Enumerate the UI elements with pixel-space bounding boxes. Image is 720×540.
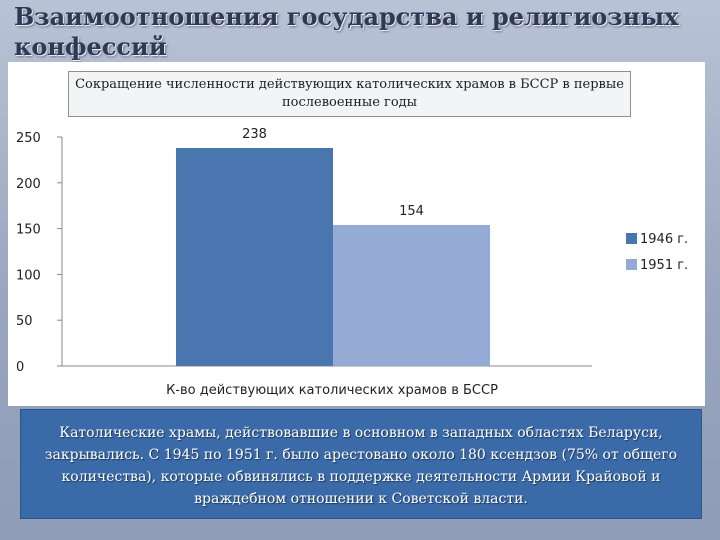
caption-text: Католические храмы, действовавшие в осно… xyxy=(20,409,702,519)
y-tick-label: 50 xyxy=(16,314,33,329)
legend-swatch xyxy=(626,233,637,244)
slide-title: Взаимоотношения государства и религиозны… xyxy=(14,2,679,61)
y-tick-label: 0 xyxy=(16,360,24,375)
bar-1946 xyxy=(176,147,333,366)
chart-title: Сокращение численности действующих катол… xyxy=(68,71,631,117)
bar-1951 xyxy=(333,224,490,366)
legend-label: 1951 г. xyxy=(640,258,688,273)
data-label: 238 xyxy=(242,127,267,142)
legend-label: 1946 г. xyxy=(640,232,688,247)
data-label: 154 xyxy=(399,204,424,219)
y-tick-label: 250 xyxy=(16,131,41,146)
x-category-label: К-во действующих католических храмов в Б… xyxy=(166,383,498,398)
y-tick-label: 150 xyxy=(16,223,41,238)
legend-swatch xyxy=(626,259,637,270)
y-tick-label: 100 xyxy=(16,268,41,283)
y-tick-label: 200 xyxy=(16,177,41,192)
